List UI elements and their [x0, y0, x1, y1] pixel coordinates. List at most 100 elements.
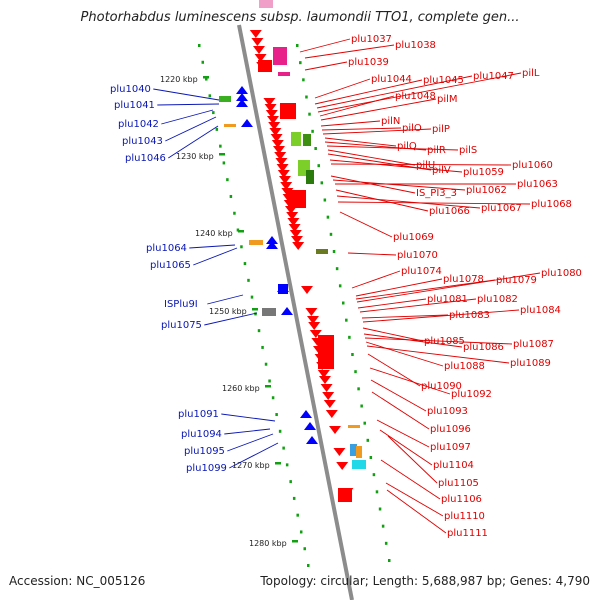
forward-leader-line [157, 103, 220, 106]
ruler-dot [261, 345, 264, 349]
scale-tick [203, 76, 209, 79]
ruler-dot [275, 413, 278, 417]
forward-leader-line [161, 109, 214, 125]
reverse-gene-label: pilM [437, 94, 458, 105]
ruler-dot [314, 147, 317, 150]
reverse-gene-block [280, 103, 296, 119]
reverse-leader-line [322, 128, 432, 135]
reverse-gene-label: plu1078 [443, 274, 484, 285]
scale-tick [275, 462, 281, 465]
reverse-gene-arrow [333, 448, 346, 456]
reverse-gene-arrow [254, 54, 267, 62]
ruler-dot [329, 232, 333, 236]
ruler-dot [381, 524, 385, 528]
ruler-dot [345, 318, 348, 322]
ruler-dot [342, 301, 345, 305]
ruler-dot [375, 490, 379, 494]
reverse-gene-arrow [287, 218, 300, 226]
reverse-gene-arrow [323, 400, 336, 408]
forward-gene-label: plu1046 [125, 153, 166, 164]
reverse-leader-line [363, 333, 463, 348]
reverse-gene-block [288, 190, 306, 208]
ruler-dot [240, 245, 243, 249]
ruler-dot [278, 429, 282, 433]
reverse-gene-arrow [336, 462, 349, 470]
ruler-dot [302, 78, 305, 82]
reverse-leader-line [316, 75, 473, 109]
ruler-dot [226, 178, 229, 182]
reverse-gene-label: plu1047 [473, 71, 514, 82]
gene-block-cyan [352, 460, 366, 469]
reverse-gene-label: plu1063 [517, 179, 558, 190]
reverse-gene-arrow [273, 146, 285, 154]
reverse-gene-arrow [329, 426, 341, 434]
reverse-leader-line [370, 379, 427, 412]
reverse-gene-arrow [286, 212, 299, 220]
forward-gene-label: plu1042 [118, 119, 159, 130]
ruler-dot [369, 456, 373, 459]
reverse-leader-line [351, 270, 401, 289]
reverse-gene-label: plu1086 [463, 342, 504, 353]
reverse-gene-label: plu1088 [444, 361, 485, 372]
forward-leader-line [165, 116, 217, 142]
reverse-gene-arrow [319, 376, 331, 384]
forward-gene-arrow [304, 422, 316, 430]
reverse-gene-label: pilP [432, 124, 450, 135]
ruler-dot [257, 329, 261, 333]
reverse-gene-label: plu1069 [393, 232, 434, 243]
reverse-gene-arrow [308, 322, 321, 330]
reverse-gene-arrow [251, 38, 264, 46]
reverse-leader-line [356, 272, 541, 303]
ruler-dot [348, 335, 351, 339]
ruler-dot [378, 507, 382, 511]
forward-leader-line [221, 413, 276, 422]
ruler-dot [264, 362, 268, 366]
forward-gene-label: plu1043 [122, 136, 163, 147]
reverse-gene-label: pilL [522, 68, 540, 79]
reverse-gene-arrow [325, 410, 338, 418]
forward-gene-arrow [266, 241, 278, 249]
reverse-leader-line [379, 429, 433, 466]
forward-gene-arrow [306, 436, 318, 444]
map-title: Photorhabdus luminescens subsp. laumondi… [80, 10, 520, 25]
gene-block-orange [348, 425, 360, 428]
reverse-gene-label: plu1067 [481, 203, 522, 214]
gene-block-green [291, 132, 301, 146]
ruler-dot [219, 144, 222, 148]
reverse-leader-line [326, 145, 459, 151]
forward-gene-label: plu1041 [114, 100, 155, 111]
forward-leader-line [153, 88, 220, 101]
reverse-gene-block [318, 335, 334, 369]
gene-block-grey [262, 308, 276, 316]
ruler-dot [289, 480, 292, 484]
ruler-dot [271, 396, 275, 400]
ruler-dot [338, 284, 342, 288]
ruler-dot [201, 60, 205, 64]
reverse-gene-arrow [307, 316, 319, 324]
reverse-gene-label: pilQ [397, 141, 417, 152]
reverse-gene-label: plu1066 [429, 206, 470, 217]
gene-block-darkgreen [306, 170, 314, 184]
reverse-leader-line [347, 252, 397, 256]
forward-leader-line [189, 244, 236, 249]
reverse-gene-label: plu1080 [541, 268, 582, 279]
ruler-dot [326, 215, 330, 219]
forward-leader-line [193, 247, 238, 266]
reverse-leader-line [304, 61, 348, 71]
reverse-leader-line [314, 78, 371, 99]
reverse-gene-block [258, 60, 272, 72]
reverse-leader-line [357, 298, 427, 309]
reverse-leader-line [320, 120, 381, 127]
ruler-dot [372, 473, 376, 477]
forward-gene-label: plu1091 [178, 409, 219, 420]
forward-gene-label: plu1095 [184, 446, 225, 457]
ruler-dot [243, 262, 247, 266]
ruler-dot [254, 312, 257, 316]
reverse-gene-arrow [301, 286, 313, 294]
forward-gene-label: ISPlu9I [164, 299, 198, 310]
reverse-gene-label: pilN [381, 116, 400, 127]
reverse-leader-line [330, 175, 416, 194]
scale-tick [252, 308, 258, 311]
reverse-leader-line [332, 179, 466, 191]
ruler-dot [236, 228, 240, 232]
